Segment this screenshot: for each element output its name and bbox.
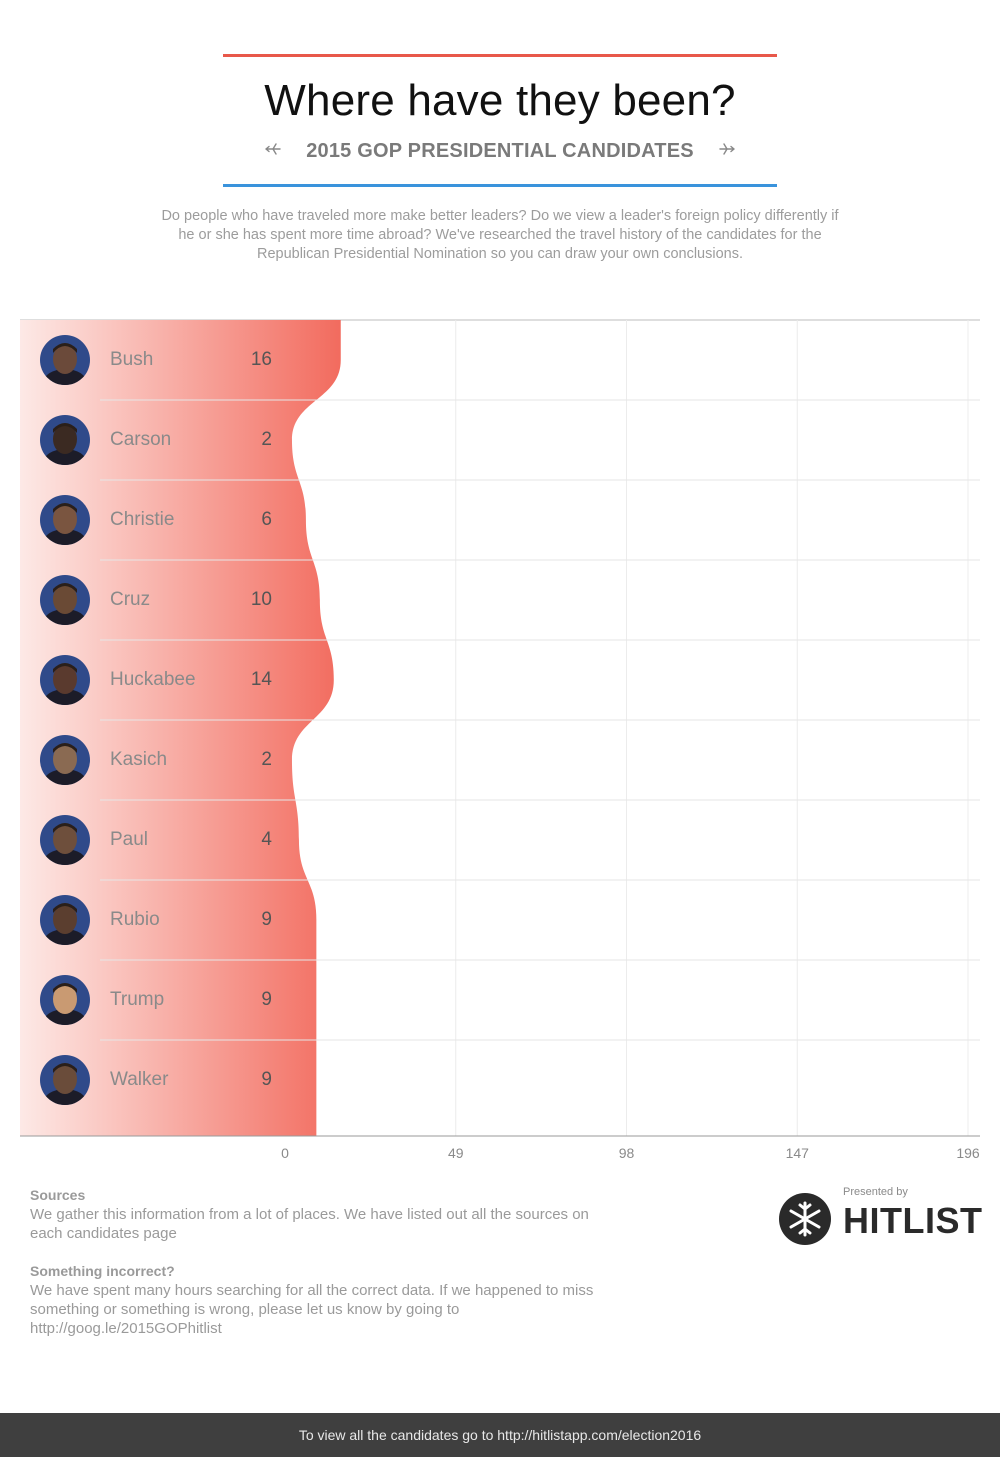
candidate-value: 9 [261, 989, 272, 1010]
avatar-cruz[interactable] [40, 575, 90, 625]
candidate-row-cruz[interactable]: Cruz 10 [20, 560, 280, 640]
brand-name: HITLIST [843, 1200, 983, 1241]
candidate-name: Huckabee [110, 669, 196, 690]
candidate-row-paul[interactable]: Paul 4 [20, 800, 280, 880]
travel-area [20, 320, 341, 1136]
page-title: Where have they been? [264, 76, 736, 125]
x-tick-label: 196 [956, 1145, 980, 1161]
candidate-name: Bush [110, 349, 154, 370]
candidate-row-christie[interactable]: Christie 6 [20, 480, 280, 560]
plane-left-icon [262, 142, 284, 160]
incorrect-section: Something incorrect? We have spent many … [30, 1263, 600, 1338]
candidate-name: Paul [110, 829, 149, 850]
hitlist-logo[interactable]: Presented by HITLIST [779, 1186, 984, 1250]
candidate-value: 2 [261, 749, 272, 770]
candidate-value: 6 [261, 509, 272, 530]
snowflake-logo-icon [779, 1193, 831, 1245]
candidate-value: 9 [261, 1069, 272, 1090]
intro-paragraph: Do people who have traveled more make be… [161, 208, 839, 262]
candidate-value: 16 [250, 349, 272, 370]
incorrect-text: We have spent many hours searching for a… [30, 1282, 594, 1337]
avatar-kasich[interactable] [40, 735, 90, 785]
candidate-row-bush[interactable]: Bush 16 [20, 320, 280, 400]
candidate-row-kasich[interactable]: Kasich 2 [20, 720, 280, 800]
avatar-bush[interactable] [40, 335, 90, 385]
title-top-rule [223, 54, 777, 57]
sources-heading: Sources [30, 1187, 86, 1203]
avatar-walker[interactable] [40, 1055, 90, 1105]
candidate-name: Trump [110, 989, 165, 1010]
candidate-row-carson[interactable]: Carson 2 [20, 400, 280, 480]
candidate-value: 10 [250, 589, 272, 610]
avatar-rubio[interactable] [40, 895, 90, 945]
bottom-bar[interactable]: To view all the candidates go to http://… [0, 1413, 1000, 1457]
sources-text: We gather this information from a lot of… [30, 1206, 589, 1242]
candidate-row-walker[interactable]: Walker 9 [20, 1040, 280, 1120]
incorrect-heading: Something incorrect? [30, 1263, 175, 1279]
title-bottom-rule [223, 184, 777, 187]
x-tick-label: 147 [785, 1145, 809, 1161]
subtitle-row: 2015 GOP PRESIDENTIAL CANDIDATES [0, 138, 1000, 164]
chart-subtitle: 2015 GOP PRESIDENTIAL CANDIDATES [306, 139, 694, 162]
x-tick-label: 0 [281, 1145, 289, 1161]
candidate-row-rubio[interactable]: Rubio 9 [20, 880, 280, 960]
candidate-name: Rubio [110, 909, 160, 930]
candidate-value: 14 [250, 669, 272, 690]
candidate-value: 2 [261, 429, 272, 450]
avatar-christie[interactable] [40, 495, 90, 545]
candidate-name: Kasich [110, 749, 168, 770]
candidate-value: 9 [261, 909, 272, 930]
sources-section: Sources We gather this information from … [30, 1187, 590, 1243]
candidate-row-trump[interactable]: Trump 9 [20, 960, 280, 1040]
x-tick-label: 49 [447, 1145, 464, 1161]
candidate-name: Christie [110, 509, 175, 530]
avatar-paul[interactable] [40, 815, 90, 865]
candidate-name: Cruz [110, 589, 151, 610]
avatar-carson[interactable] [40, 415, 90, 465]
candidate-name: Carson [110, 429, 172, 450]
plane-right-icon [716, 142, 738, 160]
presented-by-label: Presented by [843, 1186, 908, 1198]
candidate-row-huckabee[interactable]: Huckabee 14 [20, 640, 280, 720]
avatar-huckabee[interactable] [40, 655, 90, 705]
x-tick-label: 98 [618, 1145, 635, 1161]
candidate-name: Walker [110, 1069, 169, 1090]
avatar-trump[interactable] [40, 975, 90, 1025]
candidate-value: 4 [261, 829, 272, 850]
